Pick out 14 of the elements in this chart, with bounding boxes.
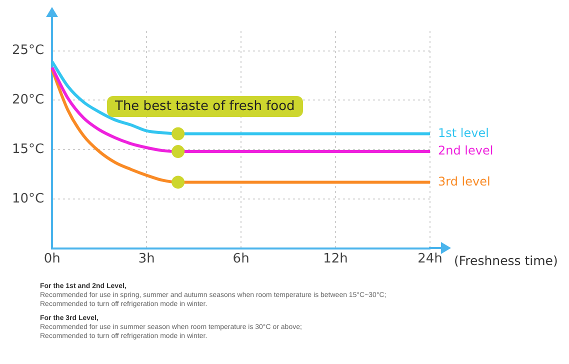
y-tick-label: 20°C: [12, 92, 44, 108]
y-tick-label: 10°C: [12, 191, 44, 206]
x-tick-label: 24h: [418, 252, 442, 267]
x-tick-label: 12h: [323, 252, 348, 267]
series-label: 1st level: [438, 126, 489, 140]
x-tick-label: 0h: [44, 252, 60, 267]
series-label: 2nd level: [438, 144, 494, 158]
y-tick-label: 25°C: [12, 43, 44, 58]
x-axis-title: (Freshness time): [454, 253, 558, 268]
x-tick-label: 6h: [232, 252, 250, 267]
annotation: The best taste of fresh food: [107, 96, 303, 117]
series-label: 3rd level: [438, 174, 490, 188]
y-tick-label: 15°C: [12, 142, 44, 157]
x-tick-label: 3h: [138, 252, 155, 267]
